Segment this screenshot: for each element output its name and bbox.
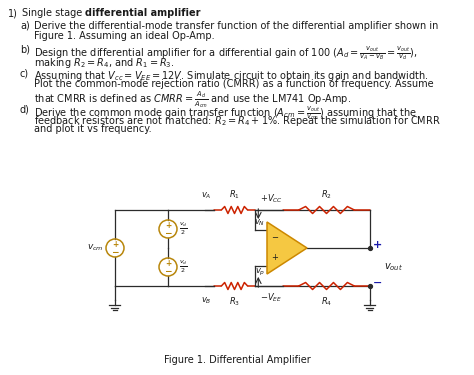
Text: $v_{out}$: $v_{out}$ (384, 261, 403, 273)
Text: $v_p$: $v_p$ (255, 267, 265, 278)
Text: Figure 1. Differential Amplifier: Figure 1. Differential Amplifier (164, 355, 310, 365)
Text: −: − (271, 234, 278, 243)
Text: $R_3$: $R_3$ (229, 295, 240, 307)
Text: Derive the common mode gain transfer function ($A_{cm} = \frac{v_{out}}{v_{cm}}$: Derive the common mode gain transfer fun… (34, 104, 417, 122)
Text: Plot the common-mode rejection ratio (CMRR) as a function of frequency. Assume: Plot the common-mode rejection ratio (CM… (34, 79, 434, 89)
Text: +: + (373, 240, 382, 250)
Text: $R_2$: $R_2$ (321, 189, 332, 201)
Text: $R_1$: $R_1$ (229, 189, 240, 201)
Text: $v_{cm}$: $v_{cm}$ (87, 243, 104, 253)
Text: $R_4$: $R_4$ (321, 295, 332, 307)
Text: −: − (164, 229, 172, 238)
Text: +: + (112, 240, 118, 249)
Text: −: − (373, 278, 383, 288)
Text: Design the differential amplifier for a differential gain of 100 ($A_d = \frac{v: Design the differential amplifier for a … (34, 44, 418, 62)
Text: feedback resistors are not matched: $R_2 = R_4 + 1\%$. Repeat the simulation for: feedback resistors are not matched: $R_2… (34, 114, 441, 128)
Text: $\frac{v_d}{2}$: $\frac{v_d}{2}$ (179, 259, 188, 275)
Polygon shape (267, 222, 307, 274)
Text: c): c) (20, 69, 29, 79)
Text: $v_N$: $v_N$ (254, 217, 265, 228)
Text: +: + (271, 254, 278, 262)
Text: $-V_{EE}$: $-V_{EE}$ (260, 291, 283, 303)
Text: b): b) (20, 44, 30, 54)
Text: $+V_{CC}$: $+V_{CC}$ (260, 192, 283, 205)
Text: Assuming that $V_{cc} = V_{EE} = 12V$. Simulate circuit to obtain its gain and b: Assuming that $V_{cc} = V_{EE} = 12V$. S… (34, 69, 429, 83)
Text: −: − (111, 248, 119, 257)
Text: $\frac{v_d}{2}$: $\frac{v_d}{2}$ (179, 221, 188, 237)
Text: −: − (164, 267, 172, 276)
Text: a): a) (20, 21, 30, 31)
Text: differential amplifier: differential amplifier (85, 8, 201, 18)
Text: 1): 1) (8, 8, 18, 18)
Text: making $R_2 = R_4$, and $R_1 = R_3$.: making $R_2 = R_4$, and $R_1 = R_3$. (34, 56, 174, 70)
Text: d): d) (20, 104, 30, 114)
Text: $v_B$: $v_B$ (201, 295, 212, 306)
Text: Figure 1. Assuming an ideal Op-Amp.: Figure 1. Assuming an ideal Op-Amp. (34, 31, 215, 41)
Text: Single stage: Single stage (22, 8, 85, 18)
Text: +: + (165, 221, 171, 230)
Text: that CMRR is defined as $CMRR = \frac{A_d}{A_{cm}}$ and use the LM741 Op-Amp.: that CMRR is defined as $CMRR = \frac{A_… (34, 89, 351, 110)
Text: Derive the differential-mode transfer function of the differential amplifier sho: Derive the differential-mode transfer fu… (34, 21, 438, 31)
Text: and plot it vs frequency.: and plot it vs frequency. (34, 124, 152, 134)
Text: $v_A$: $v_A$ (201, 190, 212, 201)
Text: +: + (165, 259, 171, 268)
